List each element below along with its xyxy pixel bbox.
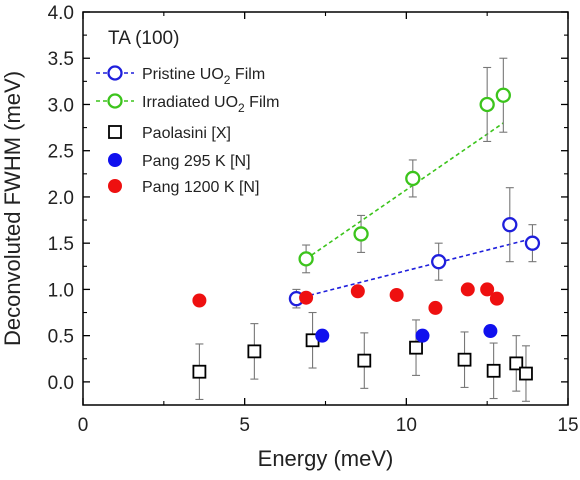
y-tick-label: 1.0 bbox=[48, 280, 74, 301]
y-tick-label: 3.5 bbox=[48, 49, 74, 70]
point-pang-1200-k-n bbox=[489, 291, 504, 306]
legend-marker-pang-1200-k-n bbox=[108, 179, 122, 193]
legend-label-pang-1200-k-n: Pang 1200 K [N] bbox=[142, 179, 259, 196]
point-paolasini-x bbox=[519, 366, 533, 381]
y-tick-label: 0.0 bbox=[48, 373, 74, 394]
tick-labels: 0 5 10 15 0.0 0.5 1.0 1.5 2.0 2.5 3.0 3.5 4.0 bbox=[48, 3, 579, 436]
y-tick-label: 0.5 bbox=[48, 327, 74, 348]
point-pang-1200-k-n bbox=[480, 282, 495, 297]
y-tick-label: 3.0 bbox=[48, 95, 74, 116]
point-pang-1200-k-n bbox=[192, 293, 207, 308]
fit-line-irradiated-uo2-film bbox=[305, 122, 504, 260]
point-pristine-uo2-film bbox=[524, 235, 541, 251]
legend-label-pristine-uo2-film: Pristine UO2 Film bbox=[142, 66, 265, 87]
point-pristine-uo2-film bbox=[502, 217, 518, 233]
x-axis-title: Energy (meV) bbox=[258, 446, 394, 471]
y-tick-label: 4.0 bbox=[48, 3, 74, 24]
fit-line-pristine-uo2-film bbox=[296, 237, 533, 300]
point-paolasini-x bbox=[247, 344, 262, 359]
point-pang-295-k-n bbox=[415, 328, 430, 343]
point-pang-295-k-n bbox=[315, 328, 330, 343]
legend-label-paolasini-x: Paolasini [X] bbox=[142, 125, 231, 142]
point-irradiated-uo2-film bbox=[495, 87, 511, 103]
legend-marker-pristine-uo2-film bbox=[107, 65, 123, 81]
point-pang-1200-k-n bbox=[389, 287, 404, 302]
x-tick-label: 5 bbox=[239, 415, 250, 436]
legend-label-irradiated-uo2-film: Irradiated UO2 Film bbox=[142, 94, 279, 115]
y-tick-label: 1.5 bbox=[48, 234, 74, 255]
point-irradiated-uo2-film bbox=[298, 251, 314, 267]
point-paolasini-x bbox=[486, 363, 501, 378]
data-markers bbox=[192, 87, 541, 381]
plot-frame bbox=[82, 11, 569, 406]
fit-lines bbox=[296, 122, 533, 300]
point-paolasini-x bbox=[457, 352, 472, 367]
point-pang-1200-k-n bbox=[428, 300, 443, 315]
x-tick-label: 15 bbox=[557, 415, 578, 436]
legend-marker-irradiated-uo2-film bbox=[107, 93, 123, 109]
point-irradiated-uo2-film bbox=[479, 96, 495, 113]
x-tick-label: 10 bbox=[396, 415, 417, 436]
point-pang-295-k-n bbox=[483, 324, 498, 339]
legend-title: TA (100) bbox=[108, 28, 179, 49]
point-irradiated-uo2-film bbox=[405, 170, 421, 187]
point-irradiated-uo2-film bbox=[353, 226, 369, 242]
point-paolasini-x bbox=[357, 353, 372, 368]
legend: Pristine UO2 Film Irradiated UO2 Film Paol… bbox=[96, 65, 279, 196]
y-axis-title: Deconvoluted FWHM (meV) bbox=[0, 71, 25, 346]
point-pang-1200-k-n bbox=[299, 290, 314, 305]
legend-marker-pang-295-k-n bbox=[108, 153, 122, 167]
x-tick-label: 0 bbox=[78, 415, 89, 436]
legend-marker-paolasini-x bbox=[108, 125, 122, 139]
point-paolasini-x bbox=[409, 340, 423, 355]
point-paolasini-x bbox=[509, 356, 524, 371]
y-tick-label: 2.0 bbox=[48, 188, 74, 209]
point-pristine-uo2-film bbox=[431, 254, 447, 270]
y-tick-label: 2.5 bbox=[48, 142, 74, 163]
point-paolasini-x bbox=[192, 364, 207, 379]
legend-label-pang-295-k-n: Pang 295 K [N] bbox=[142, 153, 251, 170]
point-pang-1200-k-n bbox=[350, 284, 365, 299]
point-pang-1200-k-n bbox=[460, 282, 475, 297]
